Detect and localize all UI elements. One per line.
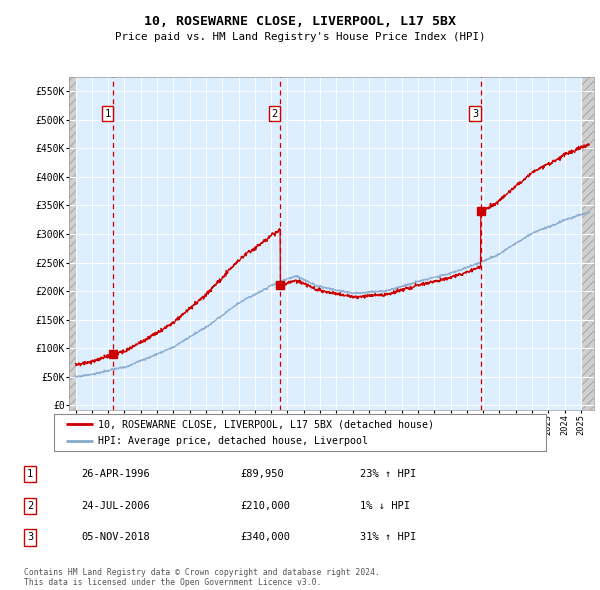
Text: 3: 3 [472, 109, 478, 119]
Text: 2: 2 [271, 109, 278, 119]
Text: 1% ↓ HPI: 1% ↓ HPI [360, 501, 410, 510]
Text: 1: 1 [27, 469, 33, 478]
Text: Price paid vs. HM Land Registry's House Price Index (HPI): Price paid vs. HM Land Registry's House … [115, 32, 485, 42]
Text: £340,000: £340,000 [240, 533, 290, 542]
Text: HPI: Average price, detached house, Liverpool: HPI: Average price, detached house, Live… [98, 437, 368, 446]
Text: 05-NOV-2018: 05-NOV-2018 [81, 533, 150, 542]
Text: 1: 1 [104, 109, 111, 119]
Text: 23% ↑ HPI: 23% ↑ HPI [360, 469, 416, 478]
Text: 24-JUL-2006: 24-JUL-2006 [81, 501, 150, 510]
Text: 2: 2 [27, 501, 33, 510]
Bar [581, 77, 594, 410]
Text: £89,950: £89,950 [240, 469, 284, 478]
FancyBboxPatch shape [54, 414, 546, 451]
Text: £210,000: £210,000 [240, 501, 290, 510]
Text: 10, ROSEWARNE CLOSE, LIVERPOOL, L17 5BX (detached house): 10, ROSEWARNE CLOSE, LIVERPOOL, L17 5BX … [98, 419, 434, 429]
Text: 3: 3 [27, 533, 33, 542]
Text: 26-APR-1996: 26-APR-1996 [81, 469, 150, 478]
Text: Contains HM Land Registry data © Crown copyright and database right 2024.
This d: Contains HM Land Registry data © Crown c… [24, 568, 380, 587]
Text: 31% ↑ HPI: 31% ↑ HPI [360, 533, 416, 542]
Bar [69, 77, 76, 410]
Text: 10, ROSEWARNE CLOSE, LIVERPOOL, L17 5BX: 10, ROSEWARNE CLOSE, LIVERPOOL, L17 5BX [144, 15, 456, 28]
